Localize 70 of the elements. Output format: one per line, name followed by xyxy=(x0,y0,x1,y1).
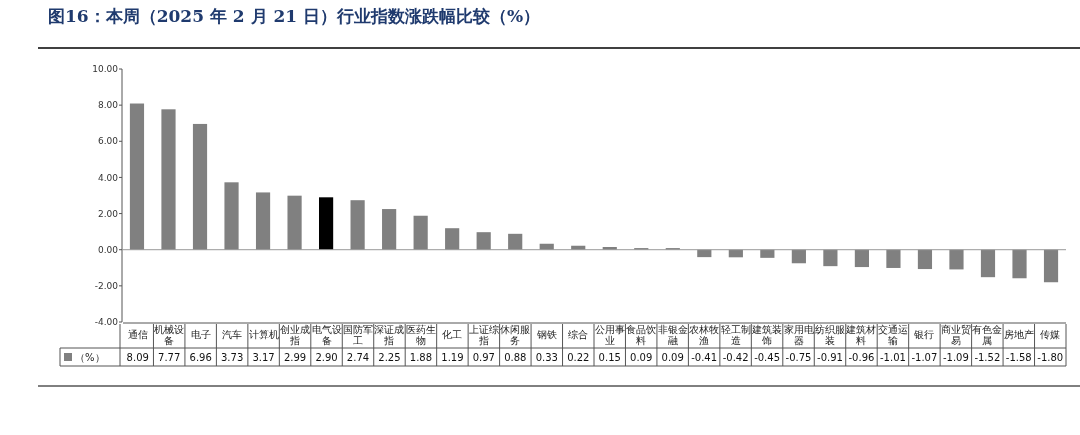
data-label: -1.07 xyxy=(911,352,938,363)
x-tick-label: 有色金属 xyxy=(972,324,1003,346)
data-label: 0.15 xyxy=(598,352,621,363)
x-tick-label: 计算机 xyxy=(248,329,279,340)
y-tick-label: -2.00 xyxy=(94,281,119,292)
data-label: 3.17 xyxy=(252,352,275,363)
data-label: -1.80 xyxy=(1037,352,1064,363)
legend-label: （%） xyxy=(75,352,105,363)
data-label: 1.88 xyxy=(409,352,433,363)
x-tick-label: 医药生物 xyxy=(405,324,436,346)
x-tick-label: 交通运输 xyxy=(877,324,908,346)
data-label: 3.73 xyxy=(221,352,244,363)
y-tick-label: 4.00 xyxy=(97,172,119,183)
x-tick-label: 电气设备 xyxy=(311,324,342,346)
data-label: -0.75 xyxy=(785,352,812,363)
y-tick-label: 2.00 xyxy=(97,208,119,219)
x-tick-label: 非银金融 xyxy=(657,324,688,346)
x-tick-label: 房地产 xyxy=(1003,329,1034,340)
x-tick-label: 轻工制造 xyxy=(720,324,751,346)
data-label: 8.09 xyxy=(126,352,149,363)
x-tick-label: 公用事业 xyxy=(594,324,625,346)
x-tick-label: 建筑材料 xyxy=(845,324,877,346)
data-label: -0.45 xyxy=(754,352,780,363)
data-label: -1.01 xyxy=(880,352,906,363)
x-tick-label: 钢铁 xyxy=(535,329,557,340)
data-label: -0.42 xyxy=(722,352,749,363)
data-label: 6.96 xyxy=(189,352,212,363)
data-label: 2.74 xyxy=(346,352,370,363)
x-tick-label: 纺织服装 xyxy=(815,324,845,346)
x-tick-label: 机械设备 xyxy=(154,324,185,346)
x-tick-label: 化工 xyxy=(442,329,463,340)
x-tick-label: 银行 xyxy=(913,329,935,340)
x-tick-label: 家用电器 xyxy=(783,324,814,346)
data-label: 0.22 xyxy=(567,352,590,363)
data-label: -1.52 xyxy=(974,352,1001,363)
data-label: -1.58 xyxy=(1005,352,1032,363)
x-tick-label: 汽车 xyxy=(222,329,243,340)
data-label: 0.88 xyxy=(504,352,527,363)
data-label: -0.91 xyxy=(817,352,843,363)
data-label: 2.90 xyxy=(315,352,338,363)
x-tick-label: 休闲服务 xyxy=(500,324,531,346)
data-label: 7.77 xyxy=(158,352,181,363)
data-label: -0.96 xyxy=(848,352,875,363)
x-tick-label: 通信 xyxy=(127,329,148,340)
data-label: 1.19 xyxy=(441,352,464,363)
y-tick-label: 0.00 xyxy=(97,244,119,255)
data-label: 2.99 xyxy=(283,352,307,363)
y-tick-label: 10.00 xyxy=(92,64,119,75)
data-label: 2.25 xyxy=(378,352,401,363)
x-tick-label: 商业贸易 xyxy=(940,324,971,346)
data-label: 0.09 xyxy=(661,352,684,363)
data-label: 0.33 xyxy=(535,352,558,363)
data-label: 0.97 xyxy=(472,352,495,363)
x-tick-label: 国防军工 xyxy=(343,324,373,346)
x-tick-label: 上证综指 xyxy=(468,324,499,346)
x-tick-label: 电子 xyxy=(190,329,211,340)
chart-title: 图16：本周（2025 年 2 月 21 日）行业指数涨跌幅比较（%） xyxy=(48,6,541,26)
x-tick-label: 建筑装饰 xyxy=(751,324,783,346)
y-tick-label: 8.00 xyxy=(97,100,119,111)
data-label: -0.41 xyxy=(691,352,718,363)
x-tick-label: 食品饮料 xyxy=(626,324,657,346)
x-tick-label: 创业成指 xyxy=(280,324,311,346)
x-tick-label: 综合 xyxy=(568,329,589,340)
x-tick-label: 深证成指 xyxy=(374,324,405,346)
y-tick-label: -4.00 xyxy=(94,317,119,328)
data-label: -1.09 xyxy=(942,352,969,363)
x-tick-label: 农林牧渔 xyxy=(689,324,720,346)
data-label: 0.09 xyxy=(630,352,653,363)
x-tick-label: 传媒 xyxy=(1040,329,1061,340)
y-tick-label: 6.00 xyxy=(97,136,119,147)
